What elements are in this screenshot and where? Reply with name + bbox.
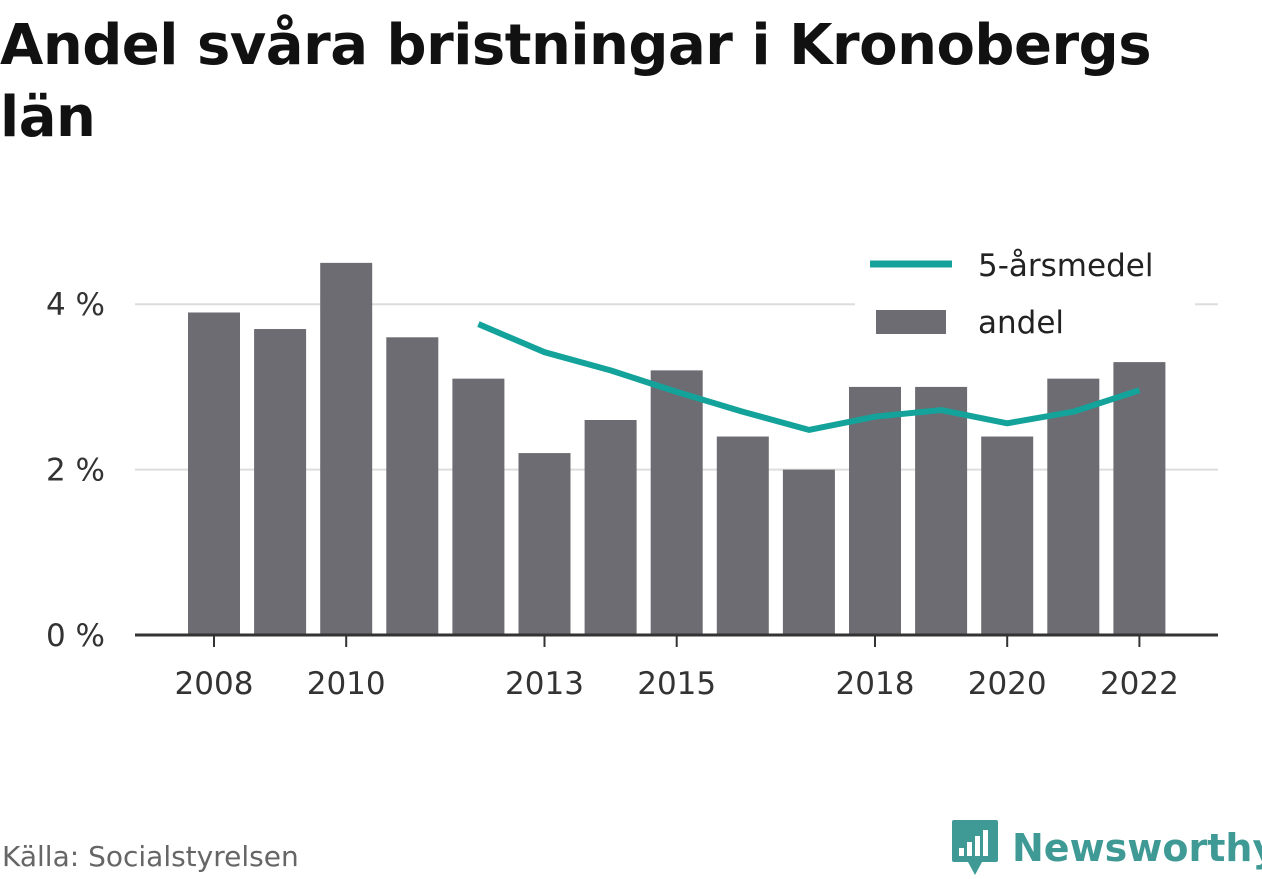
x-tick-label: 2008 bbox=[175, 666, 254, 702]
source-note: Källa: Socialstyrelsen bbox=[2, 840, 299, 873]
bar bbox=[320, 262, 373, 635]
chart: 0 % 2 % 4 % 2008 2010 2013 2015 2018 2020 2022 5… bbox=[45, 240, 1218, 702]
bar bbox=[386, 337, 439, 635]
x-tick-label: 2010 bbox=[307, 666, 386, 702]
bar bbox=[1113, 362, 1166, 635]
bar bbox=[584, 419, 637, 635]
x-tick-label: 2022 bbox=[1100, 666, 1179, 702]
y-tick-label: 4 % bbox=[46, 287, 105, 323]
x-axis bbox=[135, 633, 1218, 647]
bar bbox=[188, 312, 240, 635]
brand-name: Newsworthy bbox=[1012, 826, 1262, 870]
bar bbox=[254, 329, 307, 635]
bar bbox=[650, 370, 703, 635]
bar-series bbox=[188, 262, 1166, 635]
line-5-arsmedel bbox=[477, 321, 1141, 433]
y-tick-label: 0 % bbox=[46, 618, 105, 654]
legend-label-andel: andel bbox=[978, 305, 1064, 341]
legend-label-5-arsmedel: 5-årsmedel bbox=[978, 248, 1153, 284]
x-tick-label: 2013 bbox=[505, 666, 584, 702]
x-tick-label: 2020 bbox=[968, 666, 1047, 702]
bar bbox=[849, 386, 901, 635]
line-series bbox=[477, 321, 1141, 433]
bar bbox=[1047, 378, 1100, 635]
y-axis-labels: 0 % 2 % 4 % bbox=[46, 287, 105, 654]
y-tick-label: 2 % bbox=[46, 453, 105, 489]
legend-bar-swatch bbox=[876, 310, 946, 334]
chart-title: Andel svåra bristningar i Kronobergs län bbox=[0, 13, 1152, 150]
x-tick-label: 2018 bbox=[836, 666, 915, 702]
bar bbox=[716, 436, 769, 635]
bar bbox=[518, 453, 571, 635]
bar bbox=[452, 378, 505, 635]
bar bbox=[915, 386, 968, 635]
x-axis-labels: 2008 2010 2013 2015 2018 2020 2022 bbox=[175, 666, 1179, 702]
x-tick-label: 2015 bbox=[637, 666, 716, 702]
brand-logo: Newsworthy bbox=[950, 818, 1262, 878]
bar bbox=[981, 436, 1034, 635]
newsworthy-logo-icon bbox=[952, 820, 998, 875]
bar bbox=[782, 469, 835, 635]
legend: 5-årsmedel andel bbox=[855, 240, 1195, 350]
